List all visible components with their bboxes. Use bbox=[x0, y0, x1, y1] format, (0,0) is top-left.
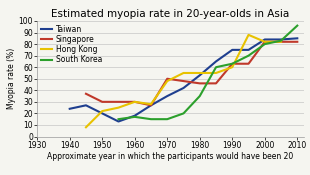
South Korea bbox=[117, 118, 120, 120]
Singapore bbox=[198, 82, 202, 84]
Singapore bbox=[247, 63, 250, 65]
Hong Kong bbox=[117, 107, 120, 109]
Line: Taiwan: Taiwan bbox=[70, 38, 297, 121]
Y-axis label: Myopia rate (%): Myopia rate (%) bbox=[7, 48, 16, 109]
Singapore bbox=[166, 78, 169, 80]
Taiwan bbox=[149, 104, 153, 106]
Legend: Taiwan, Singapore, Hong Kong, South Korea: Taiwan, Singapore, Hong Kong, South Kore… bbox=[39, 23, 104, 66]
Taiwan bbox=[230, 49, 234, 51]
Line: South Korea: South Korea bbox=[118, 26, 297, 119]
Taiwan bbox=[117, 120, 120, 122]
South Korea bbox=[279, 40, 283, 42]
Hong Kong bbox=[198, 72, 202, 74]
Hong Kong bbox=[166, 80, 169, 82]
Taiwan bbox=[133, 115, 137, 117]
X-axis label: Approximate year in which the participants would have been 20: Approximate year in which the participan… bbox=[47, 152, 294, 162]
Hong Kong bbox=[263, 41, 267, 43]
Taiwan bbox=[198, 74, 202, 76]
Hong Kong bbox=[182, 72, 185, 74]
Hong Kong bbox=[247, 34, 250, 36]
Singapore bbox=[295, 41, 299, 43]
South Korea bbox=[149, 118, 153, 120]
Singapore bbox=[84, 93, 88, 95]
Taiwan bbox=[263, 38, 267, 41]
Taiwan bbox=[214, 60, 218, 62]
South Korea bbox=[198, 95, 202, 97]
South Korea bbox=[230, 63, 234, 65]
South Korea bbox=[214, 66, 218, 68]
Line: Hong Kong: Hong Kong bbox=[86, 35, 281, 127]
South Korea bbox=[133, 116, 137, 118]
Hong Kong bbox=[84, 126, 88, 128]
Taiwan bbox=[100, 112, 104, 114]
South Korea bbox=[247, 55, 250, 57]
South Korea bbox=[295, 25, 299, 27]
South Korea bbox=[182, 112, 185, 114]
Hong Kong bbox=[100, 110, 104, 112]
Singapore bbox=[149, 104, 153, 106]
Taiwan bbox=[68, 108, 72, 110]
Singapore bbox=[100, 101, 104, 103]
Taiwan bbox=[279, 38, 283, 41]
Singapore bbox=[230, 63, 234, 65]
Hong Kong bbox=[230, 66, 234, 68]
Singapore bbox=[117, 101, 120, 103]
South Korea bbox=[166, 118, 169, 120]
Taiwan bbox=[295, 37, 299, 39]
Hong Kong bbox=[133, 101, 137, 103]
Taiwan bbox=[182, 87, 185, 89]
Hong Kong bbox=[279, 41, 283, 43]
South Korea bbox=[263, 43, 267, 45]
Singapore bbox=[214, 82, 218, 84]
Taiwan bbox=[247, 49, 250, 51]
Singapore bbox=[279, 41, 283, 43]
Singapore bbox=[182, 80, 185, 82]
Taiwan bbox=[84, 104, 88, 106]
Hong Kong bbox=[149, 103, 153, 105]
Title: Estimated myopia rate in 20-year-olds in Asia: Estimated myopia rate in 20-year-olds in… bbox=[51, 9, 290, 19]
Line: Singapore: Singapore bbox=[86, 42, 297, 105]
Hong Kong bbox=[214, 72, 218, 74]
Singapore bbox=[133, 101, 137, 103]
Taiwan bbox=[166, 95, 169, 97]
Singapore bbox=[263, 41, 267, 43]
